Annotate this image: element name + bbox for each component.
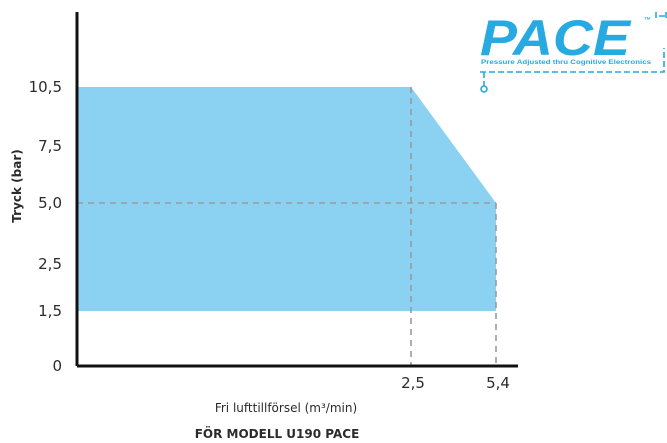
x-tick-label-2-5: 2,5 <box>401 374 425 392</box>
x-axis-title: Fri lufttillförsel (m³/min) <box>215 401 357 415</box>
pace-logo: PACE ™ Pressure Adjusted thru Cognitive … <box>480 10 667 93</box>
pace-logo-circuit-node <box>480 85 488 93</box>
reference-lines-layer <box>77 87 497 366</box>
chart-caption: FÖR MODELL U190 PACE <box>195 426 360 441</box>
y-tick-label-2-5: 2,5 <box>38 255 62 273</box>
y-tick-label-10-5: 10,5 <box>29 78 62 96</box>
pace-logo-tagline: Pressure Adjusted thru Cognitive Electro… <box>481 60 652 66</box>
pace-logo-wordmark: PACE <box>480 10 632 66</box>
y-tick-labels: 0 1,5 2,5 5,0 7,5 10,5 <box>29 78 62 375</box>
y-tick-label-7-5: 7,5 <box>38 137 62 155</box>
operating-envelope-layer <box>77 87 496 311</box>
pace-logo-trademark: ™ <box>644 17 651 24</box>
x-tick-labels: 2,5 5,4 <box>401 374 510 392</box>
y-tick-label-0: 0 <box>52 357 62 375</box>
x-tick-label-5-4: 5,4 <box>486 374 510 392</box>
operating-envelope-area <box>77 87 496 311</box>
y-tick-label-1-5: 1,5 <box>38 302 62 320</box>
pace-logo-circuit-trace <box>480 12 667 86</box>
y-axis-title: Tryck (bar) <box>10 149 24 222</box>
y-tick-label-5-0: 5,0 <box>38 194 62 212</box>
